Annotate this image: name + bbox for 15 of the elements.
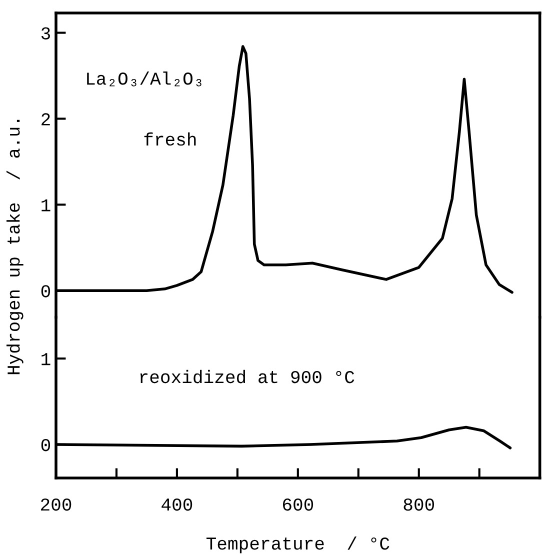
y-tick-label: 0 <box>41 285 50 298</box>
x-tick-label: 600 <box>282 498 314 511</box>
x-tick-label: 800 <box>404 498 434 511</box>
annotation: fresh <box>144 132 196 146</box>
y-tick-label: 1 <box>42 353 50 366</box>
y-tick-label: 1 <box>42 199 50 212</box>
x-tick-label: 200 <box>41 498 72 511</box>
y-tick-label: 2 <box>42 113 50 126</box>
x-tick-label: 400 <box>162 498 192 511</box>
x-axis-title: Temperature / °C <box>206 536 390 554</box>
y-axis-title: Hydrogen up take / a.u. <box>6 120 24 374</box>
annotation: La₂O₃/Al₂O₃ <box>87 72 202 86</box>
annotation: reoxidized at 900 °C <box>140 370 354 384</box>
y-tick-label: 3 <box>41 27 50 40</box>
y-tick-label: 0 <box>41 438 50 452</box>
